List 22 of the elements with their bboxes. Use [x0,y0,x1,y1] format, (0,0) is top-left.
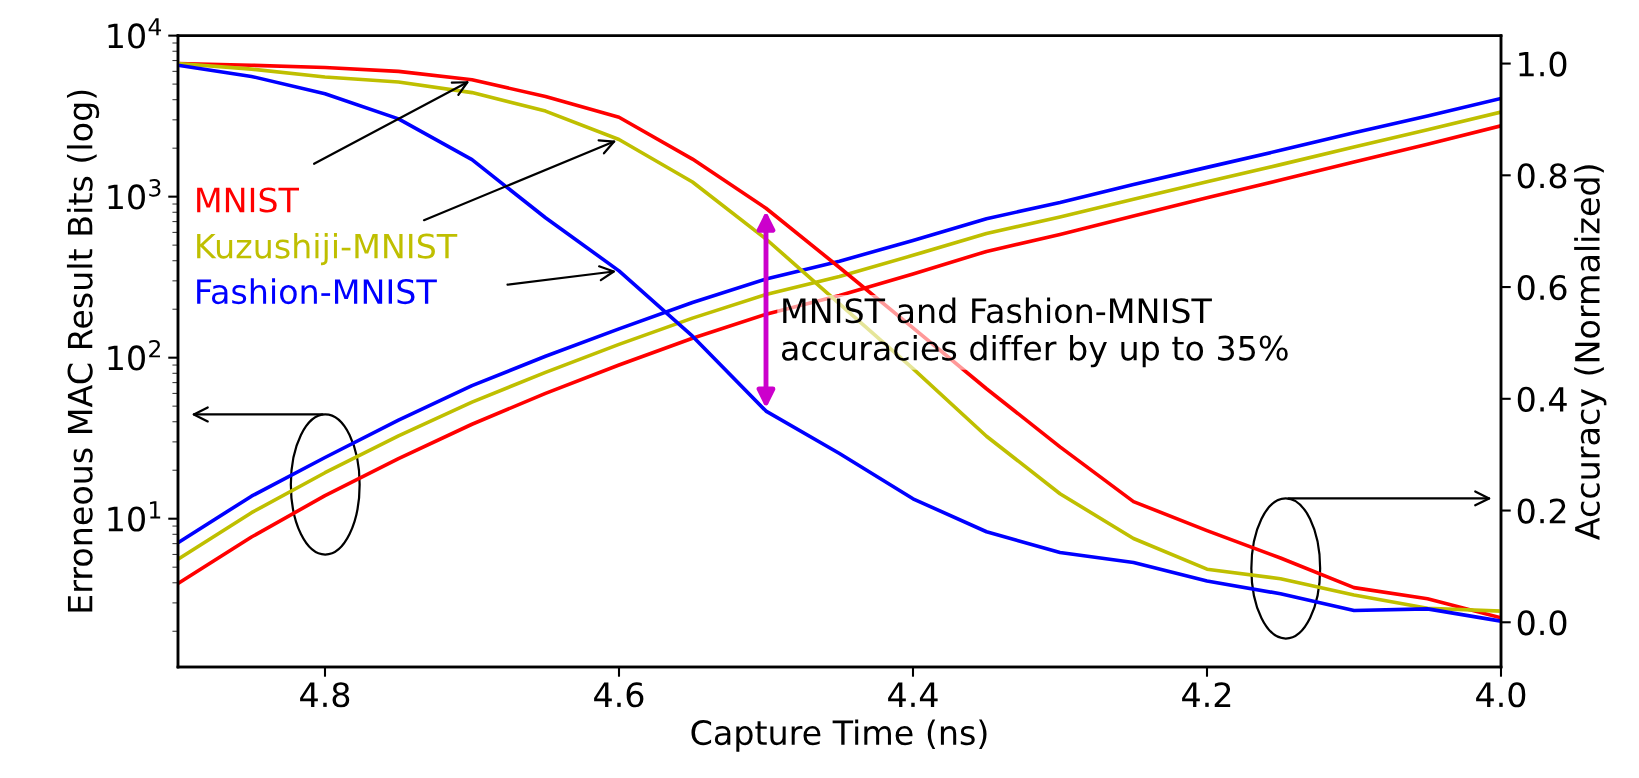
text: MNIST [197,187,300,213]
x-tick-label: 4.4 [888,682,938,707]
y2-tick-label: 0.4 [1517,386,1567,412]
y2-tick-label: 0.8 [1517,163,1567,189]
y2-tick-label: 0.0 [1517,610,1567,636]
x-tick-label: 4.2 [1182,682,1231,707]
text: Kuzushiji-MNIST [197,232,458,266]
y-tick-label: 10$^{4}$ [108,18,162,49]
text: Fashion-MNIST [197,278,437,305]
x-tick-label: 4.0 [1476,682,1526,708]
y-tick-label: 10$^{2}$ [108,340,160,371]
y-tick-label: 10$^{1}$ [108,501,161,532]
x-axis-title: Capture Time (ns) [691,719,987,752]
y2-tick-label: 1.0 [1519,51,1567,77]
y-tick-label: 10$^{3}$ [108,178,161,210]
annotation: MNIST and Fashion-MNIST accuracies differ by up to 35% [781,297,1288,368]
y2-axis-title: Accuracy (Normalized) [1574,165,1607,540]
y2-tick-label: 0.2 [1517,498,1566,524]
x-tick-label: 4.6 [594,682,644,708]
y-axis-title: Erroneous MAC Result Bits (log) [66,90,100,612]
x-tick-label: 4.8 [300,682,350,708]
y2-tick-label: 0.6 [1517,274,1567,301]
